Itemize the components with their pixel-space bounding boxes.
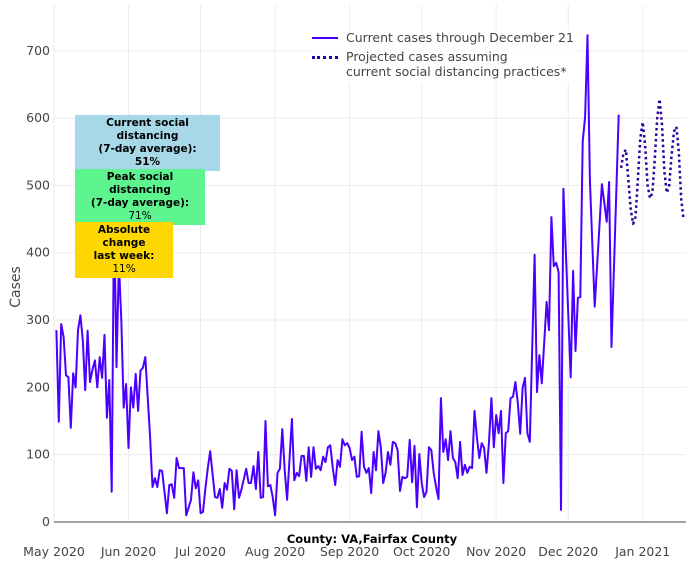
y-tick-label: 500	[26, 177, 50, 192]
x-tick-label: Sep 2020	[320, 544, 379, 559]
x-tick-label: Oct 2020	[393, 544, 450, 559]
legend-item-projected[interactable]: Projected cases assuming current social …	[310, 49, 574, 79]
annotation-peak-title: Peak social distancing (7-day average):	[90, 171, 190, 209]
y-tick-label: 200	[26, 379, 50, 394]
x-tick-label: Jul 2020	[174, 544, 226, 559]
x-tick-label: Nov 2020	[466, 544, 526, 559]
annotation-peak-distancing: Peak social distancing (7-day average): …	[75, 169, 205, 225]
legend-item-current[interactable]: Current cases through December 21	[310, 30, 574, 45]
projected-cases-line	[619, 97, 685, 226]
annotation-peak-value: 71%	[128, 210, 152, 222]
annotation-absolute-change: Absolute change last week: 11%	[75, 222, 173, 278]
annotation-change-value: 11%	[112, 263, 136, 275]
legend-solid-line-icon	[310, 30, 340, 44]
annotation-current-value: 51%	[134, 156, 161, 168]
legend: Current cases through December 21 Projec…	[310, 30, 574, 83]
x-tick-label: Dec 2020	[538, 544, 598, 559]
y-tick-label: 300	[26, 312, 50, 327]
annotation-current-title: Current social distancing (7-day average…	[98, 117, 197, 155]
current-cases-line	[55, 34, 620, 517]
x-tick-label: Aug 2020	[245, 544, 305, 559]
y-tick-label: 100	[26, 447, 50, 462]
legend-label-projected: Projected cases assuming current social …	[346, 49, 567, 79]
series-lines	[55, 34, 685, 517]
legend-label-projected-line2: current social distancing practices*	[346, 64, 567, 79]
x-axis-ticks: May 2020 Jun 2020 Jul 2020 Aug 2020 Sep 2020…	[23, 544, 670, 559]
y-tick-label: 400	[26, 245, 50, 260]
legend-label-projected-line1: Projected cases assuming	[346, 49, 508, 64]
x-tick-label: Jun 2020	[100, 544, 156, 559]
y-axis-ticks: 0 100 200 300 400 500 600 700	[26, 43, 50, 529]
x-tick-label: May 2020	[23, 544, 85, 559]
y-tick-label: 0	[42, 514, 50, 529]
y-tick-label: 600	[26, 110, 50, 125]
chart-title: County: VA,Fairfax County	[287, 532, 458, 546]
legend-label-current: Current cases through December 21	[346, 30, 574, 45]
legend-dotted-line-icon	[310, 49, 340, 63]
annotation-change-title: Absolute change last week:	[93, 224, 155, 262]
y-axis-label: Cases	[8, 266, 24, 308]
x-tick-label: Jan 2021	[614, 544, 670, 559]
y-tick-label: 700	[26, 43, 50, 58]
annotation-current-distancing: Current social distancing (7-day average…	[75, 115, 220, 171]
